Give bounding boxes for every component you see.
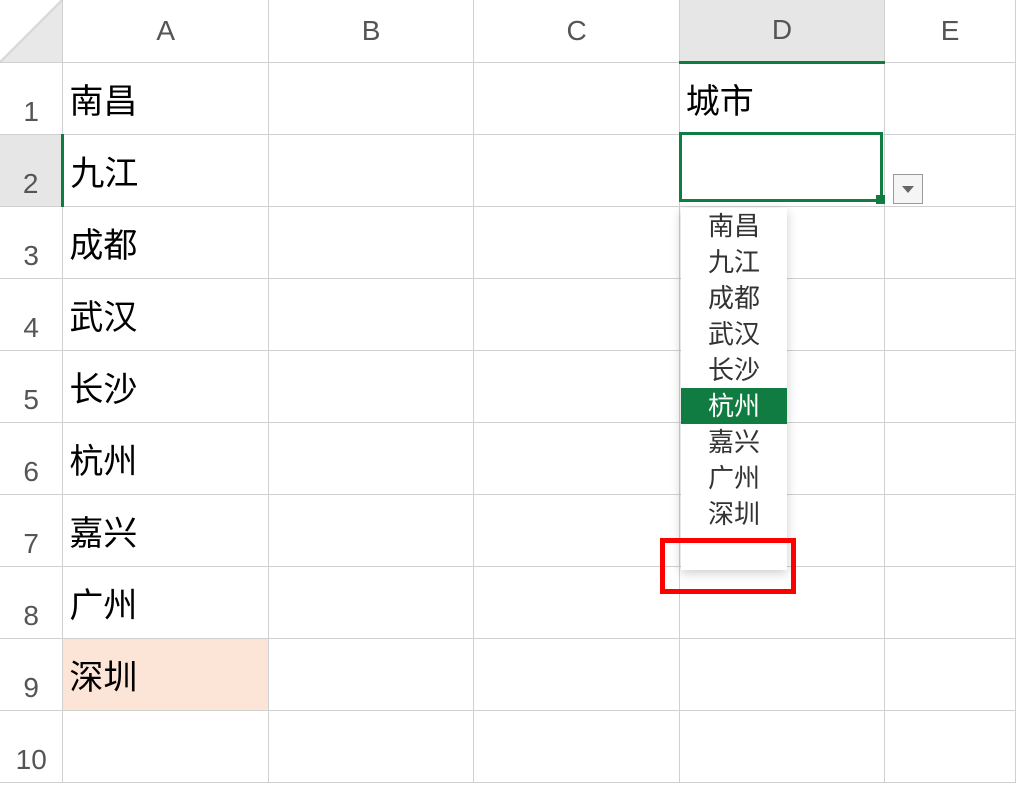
cell-A10[interactable] bbox=[63, 710, 269, 782]
cell-B7[interactable] bbox=[268, 494, 473, 566]
cell-D2[interactable] bbox=[679, 134, 885, 206]
cell-B2[interactable] bbox=[268, 134, 473, 206]
cell-A7[interactable]: 嘉兴 bbox=[63, 494, 269, 566]
spreadsheet-grid: ABCDE 1南昌城市2九江3成都4武汉5长沙6杭州7嘉兴8广州9深圳10 bbox=[0, 0, 1016, 783]
cell-E6[interactable] bbox=[885, 422, 1016, 494]
dropdown-item-4[interactable]: 长沙 bbox=[681, 352, 787, 388]
cell-C2[interactable] bbox=[474, 134, 679, 206]
row-7: 7嘉兴 bbox=[0, 494, 1016, 566]
cell-B1[interactable] bbox=[268, 62, 473, 134]
cell-A5[interactable]: 长沙 bbox=[63, 350, 269, 422]
cell-A3[interactable]: 成都 bbox=[63, 206, 269, 278]
cell-E1[interactable] bbox=[885, 62, 1016, 134]
column-header-row: ABCDE bbox=[0, 0, 1016, 62]
row-9: 9深圳 bbox=[0, 638, 1016, 710]
cell-A9[interactable]: 深圳 bbox=[63, 638, 269, 710]
cell-B3[interactable] bbox=[268, 206, 473, 278]
cell-E5[interactable] bbox=[885, 350, 1016, 422]
cell-A1[interactable]: 南昌 bbox=[63, 62, 269, 134]
row-1: 1南昌 城市 bbox=[0, 62, 1016, 134]
cell-A8[interactable]: 广州 bbox=[63, 566, 269, 638]
select-all-corner[interactable] bbox=[0, 0, 63, 62]
cell-A6[interactable]: 杭州 bbox=[63, 422, 269, 494]
grid-body: 1南昌城市2九江3成都4武汉5长沙6杭州7嘉兴8广州9深圳10 bbox=[0, 62, 1016, 782]
cell-D10[interactable] bbox=[679, 710, 885, 782]
validation-dropdown-button[interactable] bbox=[893, 174, 923, 204]
cell-C10[interactable] bbox=[474, 710, 679, 782]
row-5: 5长沙 bbox=[0, 350, 1016, 422]
cell-E7[interactable] bbox=[885, 494, 1016, 566]
row-header-2[interactable]: 2 bbox=[0, 134, 63, 206]
cell-D8[interactable] bbox=[679, 566, 885, 638]
cell-C1[interactable] bbox=[474, 62, 679, 134]
row-header-5[interactable]: 5 bbox=[0, 350, 63, 422]
row-header-9[interactable]: 9 bbox=[0, 638, 63, 710]
dropdown-item-2[interactable]: 成都 bbox=[681, 280, 787, 316]
cell-B8[interactable] bbox=[268, 566, 473, 638]
cell-C3[interactable] bbox=[474, 206, 679, 278]
row-header-4[interactable]: 4 bbox=[0, 278, 63, 350]
dropdown-item-7[interactable]: 广州 bbox=[681, 460, 787, 496]
cell-E8[interactable] bbox=[885, 566, 1016, 638]
cell-E10[interactable] bbox=[885, 710, 1016, 782]
dropdown-item-3[interactable]: 武汉 bbox=[681, 316, 787, 352]
cell-B9[interactable] bbox=[268, 638, 473, 710]
row-header-8[interactable]: 8 bbox=[0, 566, 63, 638]
col-header-B[interactable]: B bbox=[268, 0, 473, 62]
col-header-E[interactable]: E bbox=[885, 0, 1016, 62]
cell-A4[interactable]: 武汉 bbox=[63, 278, 269, 350]
cell-D1[interactable]: 城市 bbox=[679, 62, 885, 134]
col-header-D[interactable]: D bbox=[679, 0, 885, 62]
chevron-down-icon bbox=[902, 186, 914, 193]
row-header-6[interactable]: 6 bbox=[0, 422, 63, 494]
cell-C9[interactable] bbox=[474, 638, 679, 710]
dropdown-item-1[interactable]: 九江 bbox=[681, 244, 787, 280]
dropdown-item-6[interactable]: 嘉兴 bbox=[681, 424, 787, 460]
cell-B6[interactable] bbox=[268, 422, 473, 494]
dropdown-item-8[interactable]: 深圳 bbox=[681, 496, 787, 532]
cell-E4[interactable] bbox=[885, 278, 1016, 350]
cell-E9[interactable] bbox=[885, 638, 1016, 710]
cell-C6[interactable] bbox=[474, 422, 679, 494]
cell-D9[interactable] bbox=[679, 638, 885, 710]
row-3: 3成都 bbox=[0, 206, 1016, 278]
row-header-7[interactable]: 7 bbox=[0, 494, 63, 566]
cell-C7[interactable] bbox=[474, 494, 679, 566]
row-6: 6杭州 bbox=[0, 422, 1016, 494]
cell-C4[interactable] bbox=[474, 278, 679, 350]
row-2: 2九江 bbox=[0, 134, 1016, 206]
validation-dropdown-panel: 南昌九江成都武汉长沙杭州嘉兴广州深圳 bbox=[681, 208, 787, 570]
cell-B10[interactable] bbox=[268, 710, 473, 782]
dropdown-item-5[interactable]: 杭州 bbox=[681, 388, 787, 424]
row-4: 4武汉 bbox=[0, 278, 1016, 350]
row-header-1[interactable]: 1 bbox=[0, 62, 63, 134]
cell-C8[interactable] bbox=[474, 566, 679, 638]
col-header-A[interactable]: A bbox=[63, 0, 269, 62]
cell-B4[interactable] bbox=[268, 278, 473, 350]
row-header-3[interactable]: 3 bbox=[0, 206, 63, 278]
cell-B5[interactable] bbox=[268, 350, 473, 422]
cell-C5[interactable] bbox=[474, 350, 679, 422]
row-header-10[interactable]: 10 bbox=[0, 710, 63, 782]
row-10: 10 bbox=[0, 710, 1016, 782]
cell-E3[interactable] bbox=[885, 206, 1016, 278]
cell-A2[interactable]: 九江 bbox=[63, 134, 269, 206]
col-header-C[interactable]: C bbox=[474, 0, 679, 62]
dropdown-item-0[interactable]: 南昌 bbox=[681, 208, 787, 244]
row-8: 8广州 bbox=[0, 566, 1016, 638]
